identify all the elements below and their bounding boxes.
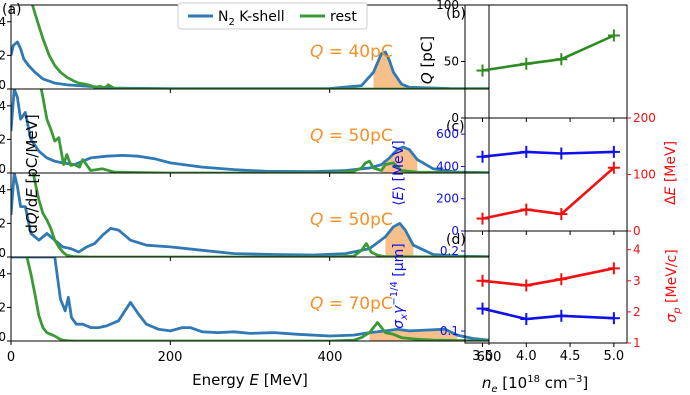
y-tick-label: 2 [0,132,6,146]
x-axis-label: Energy E [MeV] [192,371,308,389]
y-tick-label: 4 [0,267,6,281]
y-tick-label-right: 100 [633,168,656,182]
y-axis-label-beam-size: σxγ−1/4 [μm] [389,243,410,329]
subplot-frame [10,172,490,258]
y-tick-label-left: 0 [451,111,459,125]
energy-stats-panel: ⟨E⟩ [MeV] ΔE [MeV] 0 200 400 600 0 100 200 [391,111,679,238]
panel-frame [464,230,628,344]
charge-annotation: Q = 70pC [310,294,393,314]
x-tick-label-density: 4.0 [516,349,537,364]
x-tick-label: 400 [318,350,343,365]
x-tick-label-density: 4.5 [560,349,581,364]
peak-fill-area [381,146,418,173]
peak-fill-area [369,329,458,341]
x-axis-a: 0 200 400 600 Energy E [MeV] [7,350,502,389]
x-tick-label: 0 [7,350,15,365]
beam-size-line [482,307,614,321]
legend: N2 K-shell rest [177,2,368,30]
y-tick-label-left: 0 [451,224,459,238]
spectrum-subplot-4: 0 2 4 Q = 70pC [0,256,490,345]
y-tick-label-left: 200 [436,192,459,206]
charge-annotation: Q = 40pC [310,42,393,62]
x-tick-label: 600 [477,350,502,365]
panel-label-d: (d) [446,232,466,248]
annotation-value: = 50pC [323,126,392,146]
series-line-nitrogen [11,257,489,341]
y-tick-label-left: 50 [444,55,459,69]
y-tick-label-left: 0.2 [440,244,459,258]
subplot-frame [10,256,490,342]
legend-label-rest: rest [330,9,357,25]
y-tick-label-right: 4 [633,243,641,257]
annotation-q: Q [310,210,323,230]
legend-label-nitrogen: N2 K-shell [218,9,285,28]
y-tick-label-left: 600 [436,127,459,141]
series-line-rest [25,257,489,341]
panel-label-c: (c) [446,119,465,135]
spectrum-subplot-1: 0 2 4 Q = 40pC [0,4,490,93]
annotation-value: = 40pC [323,42,392,62]
y-tick-label-right: 3 [633,274,641,288]
y-tick-label-right: 0 [633,224,641,238]
y-axis-label-mean-energy: ⟨E⟩ [MeV] [391,140,407,205]
y-tick-label: 2 [0,216,6,230]
y-axis-label-charge: Q [pC] [418,36,436,84]
series-line-rest [31,173,489,257]
panel-label-a: (a) [2,2,22,18]
annotation-q: Q [310,294,323,314]
charge-line [482,34,615,72]
y-tick-label-right: 1 [633,336,641,350]
x-tick-label-density: 5.0 [604,349,625,364]
y-tick-label-left: 400 [436,159,459,173]
series-line-nitrogen [11,89,489,173]
y-tick-label-left: 100 [436,0,459,12]
peak-fill-area [385,223,414,257]
x-tick-label: 200 [158,350,183,365]
annotation-q: Q [310,42,323,62]
annotation-value: = 70pC [323,294,392,314]
panel-label-b: (b) [446,6,466,22]
annotation-q: Q [310,126,323,146]
y-tick-label-right: 2 [633,305,641,319]
y-axis-label-momentum-spread: σp [MeV/c] [664,249,683,322]
energy-spread-line [482,166,615,220]
y-axis-label: dQ/dE [pC/MeV] [23,114,41,233]
y-tick-label: 4 [0,15,6,29]
y-tick-label: 2 [0,300,6,314]
series-line-nitrogen [11,173,489,257]
charge-panel: Q [pC] 0 50 100 [418,0,628,125]
y-tick-label: 0 [0,78,6,92]
y-tick-label: 0 [0,162,6,176]
momentum-spread-line [482,267,615,287]
legend-box [177,2,368,30]
spectrum-subplot-3: 0 2 4 Q = 50pC [0,172,490,261]
emittance-panel: σxγ−1/4 [μm] σp [MeV/c] ne [1018 cm−3] 0… [389,230,683,395]
y-tick-label-right: 200 [633,111,656,125]
charge-annotation: Q = 50pC [310,210,393,230]
y-tick-label: 2 [0,48,6,62]
spectrum-subplot-2: 0 2 4 Q = 50pC [0,88,490,177]
y-tick-label: 0 [0,246,6,260]
annotation-value: = 50pC [323,210,392,230]
x-axis-label-density: ne [1018 cm−3] [482,374,588,395]
y-tick-label: 4 [0,183,6,197]
y-tick-label-left: 0.1 [440,324,459,338]
series-line-rest [39,89,489,173]
x-tick-label-density: 3.5 [472,349,493,364]
y-axis-label-energy-spread: ΔE [MeV] [663,141,679,205]
y-tick-label: 4 [0,99,6,113]
mean-energy-line [482,150,614,158]
energy-spectra-panel: 0 2 4 Q = 40pC 0 2 4 Q = 50pC 0 2 4 Q = 50pC 0 2 4 Q… [0,2,502,389]
y-tick-label: 0 [0,330,6,344]
charge-annotation: Q = 50pC [310,126,393,146]
